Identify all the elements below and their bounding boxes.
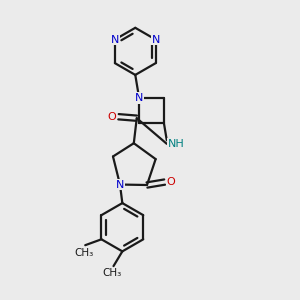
Text: N: N	[116, 179, 124, 190]
Text: CH₃: CH₃	[74, 248, 93, 258]
Text: CH₃: CH₃	[102, 268, 122, 278]
Text: N: N	[111, 34, 119, 45]
Text: O: O	[167, 177, 176, 187]
Text: O: O	[108, 112, 116, 122]
Text: NH: NH	[168, 139, 184, 149]
Text: N: N	[152, 34, 160, 45]
Text: N: N	[135, 93, 143, 103]
